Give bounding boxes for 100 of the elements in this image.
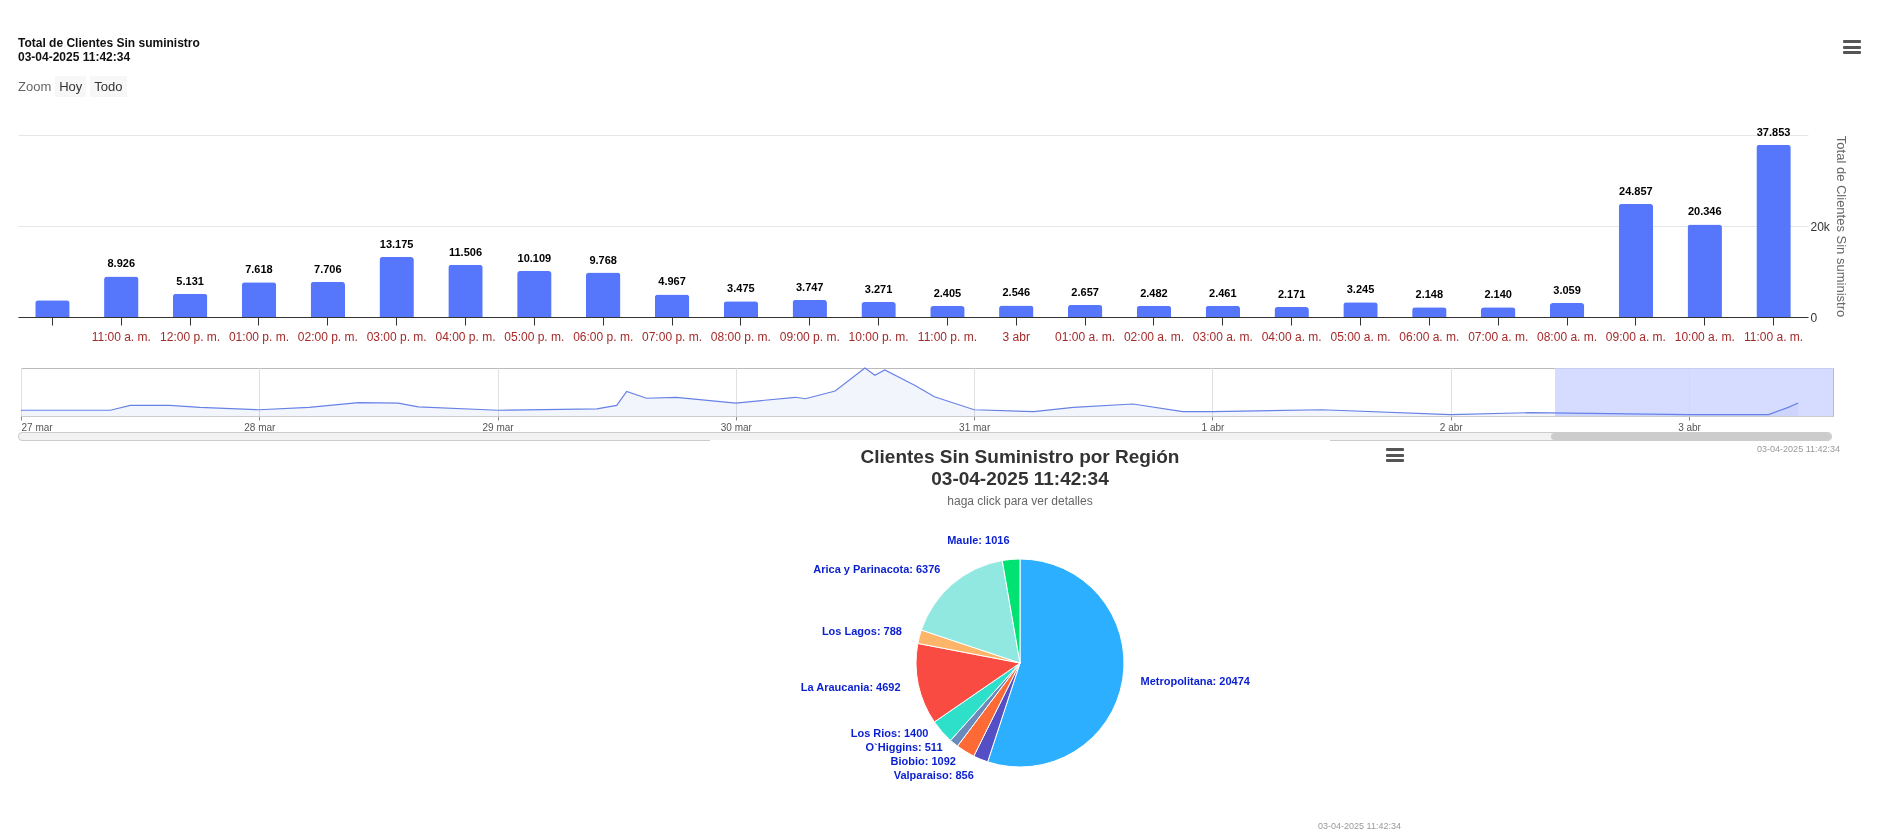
x-tick-label: 08:00 p. m. [710,329,771,344]
text: haga click para ver detalles [946,494,1094,508]
x-tick-label: 11:00 p. m. [917,329,977,344]
bar [654,294,690,317]
bar [930,306,965,317]
bar [1549,303,1585,317]
bar [585,272,621,317]
bar [1480,307,1516,317]
bar [104,276,139,317]
chart-title: Total de Clientes Sin suministro [18,36,200,50]
text: Zoom [18,79,52,94]
bar [999,305,1034,317]
bar [1618,203,1654,317]
slice-label: Valparaiso: 856 [893,768,974,781]
data-label: 20.346 [1687,205,1722,218]
data-label: 2.171 [1277,288,1306,301]
data-label: 2.148 [1415,288,1444,301]
x-tick-label: 01:00 p. m. [228,329,289,344]
x-tick-label: 04:00 p. m. [435,329,496,344]
bar [1274,307,1309,317]
x-tick-label: 01:00 a. m. [1055,329,1116,344]
bar [379,257,414,317]
slice-label: Los Lagos: 788 [821,625,902,638]
x-tick-label: 10:00 a. m. [1674,329,1735,344]
slice-label: La Araucania: 4692 [800,681,901,694]
data-label: 7.618 [245,263,273,276]
x-tick-label: 02:00 p. m. [297,329,358,344]
data-label: 11.506 [448,245,483,258]
x-tick-label: 04:00 a. m. [1261,329,1322,344]
data-label: 24.857 [1619,184,1653,197]
bar [861,302,896,317]
data-label: 3.271 [864,283,893,296]
x-tick-label: 28 mar [244,421,277,433]
bar [1205,305,1241,317]
data-label: 2.461 [1209,286,1237,299]
x-tick-label: 12:00 p. m. [160,329,221,344]
y-axis-title: Total de Clientes Sin suministro [1833,135,1849,318]
slice-label: Biobio: 1092 [890,754,956,767]
x-tick-label: 3 abr [1678,421,1702,433]
bar [241,282,277,317]
x-tick-label: 11:00 a. m. [1744,329,1804,344]
data-label: 2.405 [933,287,962,300]
data-label: 3.475 [727,282,755,295]
text: Hoy [55,76,87,97]
x-tick-label: 09:00 p. m. [779,329,840,344]
x-tick-label: 03:00 p. m. [366,329,427,344]
chart-subtitle: 03-04-2025 11:42:34 [931,468,1110,489]
text: 03-04-2025 11:42:34 [1318,821,1401,831]
x-tick-label: 06:00 p. m. [573,329,634,344]
x-tick-label: 05:00 p. m. [504,329,565,344]
y-tick-label: 20k [1810,219,1831,234]
data-label: 7.706 [314,262,342,275]
data-label: 2.482 [1140,286,1168,299]
bar [448,264,483,317]
x-tick-label: 07:00 p. m. [642,329,703,344]
bar [310,281,346,317]
bar [1343,302,1378,317]
data-label: 13.175 [379,238,414,251]
x-tick-label: 09:00 a. m. [1605,329,1666,344]
x-tick-label: 31 mar [959,421,991,433]
data-label: 3.245 [1346,283,1375,296]
x-tick-label: 11:00 a. m. [91,329,151,344]
chart-subtitle: 03-04-2025 11:42:34 [18,50,132,64]
text: Todo [90,76,127,97]
x-tick-label: 06:00 a. m. [1399,329,1460,344]
slice-label: Maule: 1016 [947,534,1010,547]
data-label: 2.546 [1002,286,1031,299]
slice-label: Metropolitana: 20474 [1140,675,1251,688]
data-label: 8.926 [107,257,136,270]
x-tick-label: 2 abr [1439,421,1464,433]
x-tick-label: 10:00 p. m. [848,329,909,344]
bar [1687,224,1722,317]
x-tick-label: 07:00 a. m. [1468,329,1529,344]
data-label: 4.967 [658,275,686,288]
data-label: 3.747 [795,280,824,293]
x-tick-label: 08:00 a. m. [1537,329,1598,344]
bar [172,293,208,317]
slice-label: O`Higgins: 511 [865,740,943,753]
slice-label: Los Rios: 1400 [850,726,929,739]
data-label: 2.140 [1484,288,1512,301]
x-tick-label: 03:00 a. m. [1192,329,1253,344]
x-tick-label: 3 abr [1002,329,1030,344]
data-label: 2.657 [1071,285,1099,298]
x-tick-label: 29 mar [482,421,515,433]
chart-title: Clientes Sin Suministro por Región [860,446,1180,467]
bar [1067,304,1103,317]
y-tick-label: 0 [1810,310,1818,325]
data-label: 37.853 [1756,125,1791,138]
data-label: 10.109 [517,252,552,264]
data-label: 3.059 [1553,284,1581,297]
bar [517,271,552,317]
data-label: 9.768 [589,253,617,266]
text: 03-04-2025 11:42:34 [1757,444,1840,454]
bar [1756,144,1791,317]
bar [35,300,70,317]
bar [1136,305,1172,317]
bar [792,299,827,317]
data-label: 5.131 [176,274,204,287]
x-tick-label: 30 mar [720,421,753,433]
bar [723,301,759,317]
